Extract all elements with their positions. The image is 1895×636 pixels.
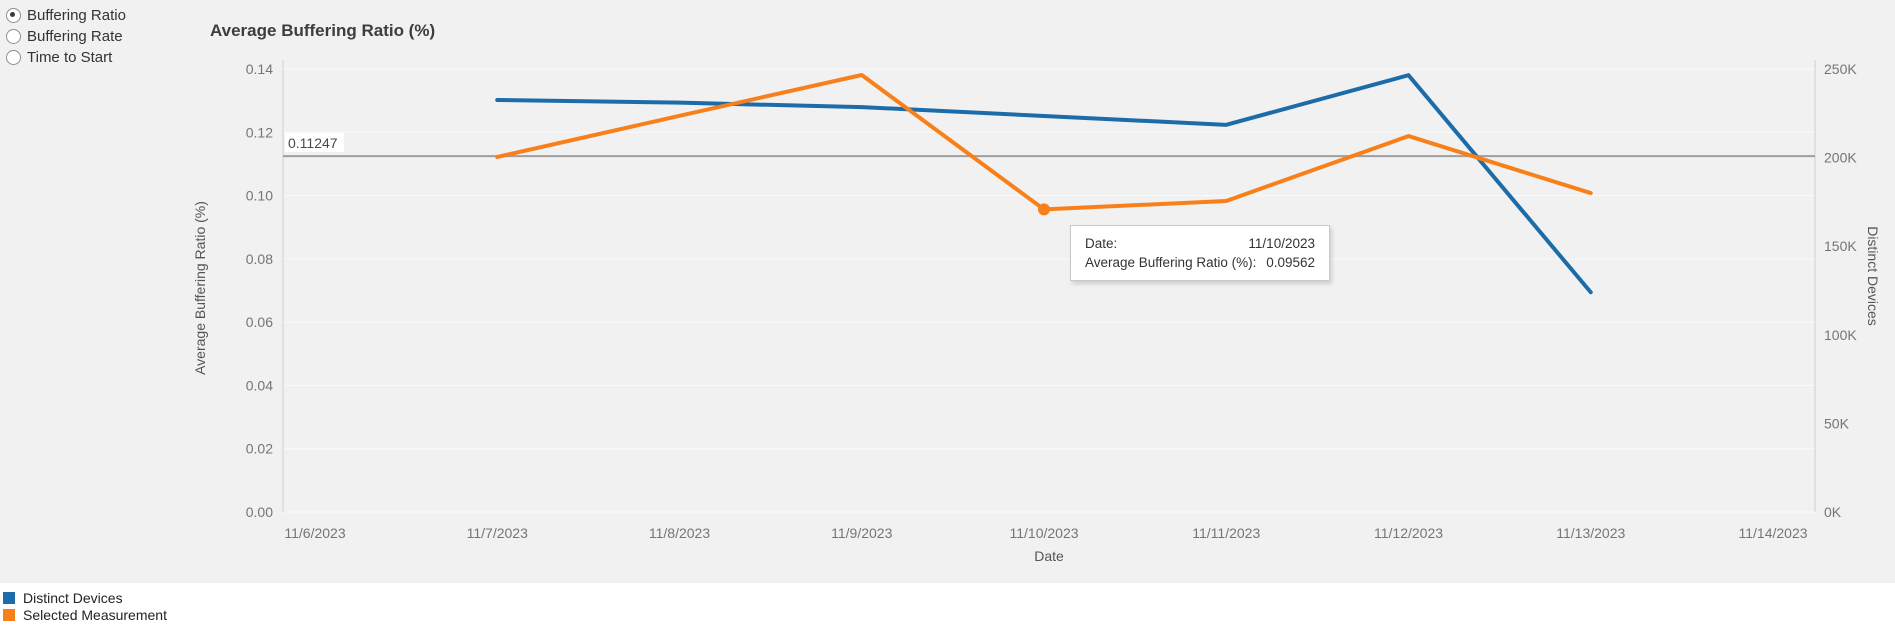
right-axis-tick-label: 50K <box>1824 415 1850 431</box>
legend-item-distinct-devices[interactable]: Distinct Devices <box>3 589 167 606</box>
left-axis-tick-label: 0.14 <box>246 61 273 77</box>
x-axis-tick-label: 11/6/2023 <box>284 525 345 541</box>
tooltip-date-label: Date: <box>1085 236 1118 251</box>
radio-button-icon[interactable] <box>6 8 21 23</box>
tooltip-metric-label: Average Buffering Ratio (%): <box>1085 255 1257 270</box>
x-axis-tick-label: 11/9/2023 <box>831 525 892 541</box>
left-axis-title: Average Buffering Ratio (%) <box>192 201 208 375</box>
x-axis-tick-label: 11/8/2023 <box>649 525 710 541</box>
metric-radio-group: Buffering Ratio Buffering Rate Time to S… <box>6 5 126 68</box>
reference-line-label: 0.11247 <box>285 133 344 153</box>
radio-button-icon[interactable] <box>6 50 21 65</box>
right-axis-tick-label: 100K <box>1824 327 1857 343</box>
radio-option-buffering-rate[interactable]: Buffering Rate <box>6 26 126 47</box>
left-axis-tick-label: 0.00 <box>246 504 273 520</box>
chart-panel: Buffering Ratio Buffering Rate Time to S… <box>0 0 1895 583</box>
tooltip-date-value: 11/10/2023 <box>1248 236 1315 251</box>
radio-option-label: Buffering Rate <box>27 28 123 45</box>
highlight-point-marker[interactable] <box>1038 203 1050 216</box>
left-axis-tick-label: 0.12 <box>246 124 273 140</box>
chart-title: Average Buffering Ratio (%) <box>210 21 436 40</box>
left-axis-tick-label: 0.04 <box>246 377 273 393</box>
right-axis-tick-label: 250K <box>1824 61 1857 77</box>
left-axis-tick-label: 0.06 <box>246 314 273 330</box>
radio-option-buffering-ratio[interactable]: Buffering Ratio <box>6 5 126 26</box>
legend-item-label: Selected Measurement <box>23 606 167 623</box>
x-axis-tick-label: 11/7/2023 <box>467 525 528 541</box>
x-axis-tick-label: 11/12/2023 <box>1374 525 1443 541</box>
tooltip-metric-value: 0.09562 <box>1266 255 1315 270</box>
radio-option-label: Time to Start <box>27 49 113 66</box>
chart-tooltip: Date: 11/10/2023 Average Buffering Ratio… <box>1070 225 1330 281</box>
right-axis-tick-label: 200K <box>1824 150 1857 166</box>
right-axis-title: Distinct Devices <box>1865 226 1881 326</box>
legend-item-label: Distinct Devices <box>23 589 123 606</box>
x-axis-title: Date <box>1034 548 1064 564</box>
right-axis-tick-label: 0K <box>1824 504 1842 520</box>
legend-swatch-orange-icon <box>3 608 15 621</box>
radio-option-time-to-start[interactable]: Time to Start <box>6 47 126 68</box>
legend-swatch-blue-icon <box>3 591 15 604</box>
legend-item-selected-measurement[interactable]: Selected Measurement <box>3 606 167 623</box>
right-axis-tick-label: 150K <box>1824 238 1857 254</box>
radio-button-icon[interactable] <box>6 29 21 44</box>
x-axis-tick-label: 11/13/2023 <box>1556 525 1625 541</box>
tooltip-row-metric: Average Buffering Ratio (%): 0.09562 <box>1085 253 1315 272</box>
plot-area: 0.00 0.02 0.04 0.06 0.08 0.10 0.12 0.14 0K 50K 100… <box>246 60 1857 541</box>
radio-option-label: Buffering Ratio <box>27 7 126 24</box>
x-axis-tick-label: 11/10/2023 <box>1009 525 1078 541</box>
left-axis-tick-label: 0.08 <box>246 251 273 267</box>
chart-legend: Distinct Devices Selected Measurement <box>3 589 167 623</box>
x-axis-tick-label: 11/11/2023 <box>1192 525 1260 541</box>
distinct-devices-line[interactable] <box>495 73 1593 295</box>
x-axis-tick-label: 11/14/2023 <box>1738 525 1807 541</box>
left-axis-tick-label: 0.10 <box>246 188 273 204</box>
tooltip-row-date: Date: 11/10/2023 <box>1085 234 1315 253</box>
left-axis-tick-label: 0.02 <box>246 441 273 457</box>
